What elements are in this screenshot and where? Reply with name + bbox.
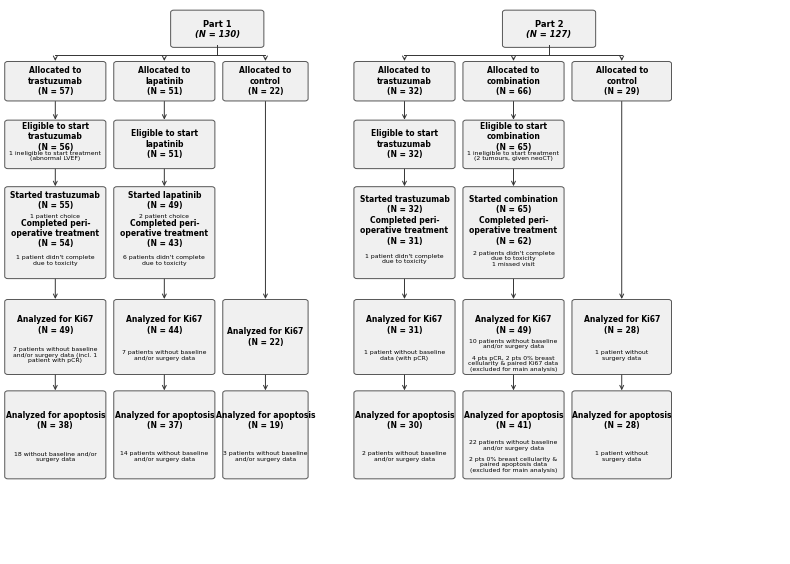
FancyBboxPatch shape <box>572 299 672 374</box>
FancyBboxPatch shape <box>5 187 106 279</box>
Text: Analyzed for apoptosis
(N = 30): Analyzed for apoptosis (N = 30) <box>355 411 454 430</box>
FancyBboxPatch shape <box>5 391 106 479</box>
FancyBboxPatch shape <box>572 61 672 101</box>
Text: Analyzed for apoptosis
(N = 38): Analyzed for apoptosis (N = 38) <box>6 411 105 430</box>
Text: 2 patients without baseline
and/or surgery data: 2 patients without baseline and/or surge… <box>363 451 446 462</box>
FancyBboxPatch shape <box>114 187 215 279</box>
Text: Completed peri-
operative treatment
(N = 54): Completed peri- operative treatment (N =… <box>11 219 100 248</box>
Text: 1 ineligible to start treatment
(2 tumours, given neoCT): 1 ineligible to start treatment (2 tumou… <box>468 151 559 161</box>
Text: 7 patients without baseline
and/or surgery data: 7 patients without baseline and/or surge… <box>122 350 206 360</box>
FancyBboxPatch shape <box>114 299 215 374</box>
Text: Analyzed for Ki67
(N = 49): Analyzed for Ki67 (N = 49) <box>17 315 93 334</box>
Text: Allocated to
lapatinib
(N = 51): Allocated to lapatinib (N = 51) <box>138 67 190 96</box>
Text: Analyzed for Ki67
(N = 49): Analyzed for Ki67 (N = 49) <box>476 315 551 334</box>
Text: 7 patients without baseline
and/or surgery data (incl. 1
patient with pCR): 7 patients without baseline and/or surge… <box>13 347 97 363</box>
Text: Started trastuzumab
(N = 32): Started trastuzumab (N = 32) <box>359 195 450 214</box>
Text: Eligible to start
lapatinib
(N = 51): Eligible to start lapatinib (N = 51) <box>131 130 198 159</box>
FancyBboxPatch shape <box>223 391 308 479</box>
FancyBboxPatch shape <box>354 299 455 374</box>
FancyBboxPatch shape <box>114 120 215 169</box>
FancyBboxPatch shape <box>5 299 106 374</box>
FancyBboxPatch shape <box>572 391 672 479</box>
Text: 1 patient choice: 1 patient choice <box>30 214 81 219</box>
FancyBboxPatch shape <box>5 120 106 169</box>
Text: Analyzed for apoptosis
(N = 28): Analyzed for apoptosis (N = 28) <box>572 411 672 430</box>
Text: Analyzed for Ki67
(N = 22): Analyzed for Ki67 (N = 22) <box>228 327 303 347</box>
Text: Allocated to
trastuzumab
(N = 32): Allocated to trastuzumab (N = 32) <box>377 67 432 96</box>
Text: Part 1: Part 1 <box>203 20 231 29</box>
FancyBboxPatch shape <box>354 391 455 479</box>
FancyBboxPatch shape <box>463 391 564 479</box>
Text: 22 patients without baseline
and/or surgery data

2 pts 0% breast cellularity &
: 22 patients without baseline and/or surg… <box>469 440 558 473</box>
FancyBboxPatch shape <box>354 61 455 101</box>
FancyBboxPatch shape <box>354 120 455 169</box>
FancyBboxPatch shape <box>223 61 308 101</box>
Text: Started lapatinib
(N = 49): Started lapatinib (N = 49) <box>127 191 201 210</box>
FancyBboxPatch shape <box>463 61 564 101</box>
FancyBboxPatch shape <box>223 299 308 374</box>
Text: 1 patient without
surgery data: 1 patient without surgery data <box>595 350 649 360</box>
Text: Completed peri-
operative treatment
(N = 43): Completed peri- operative treatment (N =… <box>120 219 209 248</box>
Text: 1 patient didn't complete
due to toxicity: 1 patient didn't complete due to toxicit… <box>16 255 95 266</box>
Text: Analyzed for Ki67
(N = 44): Analyzed for Ki67 (N = 44) <box>126 315 202 334</box>
Text: Started trastuzumab
(N = 55): Started trastuzumab (N = 55) <box>10 191 100 210</box>
FancyBboxPatch shape <box>463 299 564 374</box>
Text: Part 2: Part 2 <box>535 20 563 29</box>
Text: 14 patients without baseline
and/or surgery data: 14 patients without baseline and/or surg… <box>120 451 209 462</box>
FancyBboxPatch shape <box>463 120 564 169</box>
Text: 1 patient without baseline
data (with pCR): 1 patient without baseline data (with pC… <box>364 350 445 360</box>
Text: Analyzed for Ki67
(N = 28): Analyzed for Ki67 (N = 28) <box>584 315 660 334</box>
Text: 10 patients without baseline
and/or surgery data

4 pts pCR, 2 pts 0% breast
cel: 10 patients without baseline and/or surg… <box>468 339 559 372</box>
Text: (N = 127): (N = 127) <box>526 30 572 39</box>
Text: Analyzed for apoptosis
(N = 19): Analyzed for apoptosis (N = 19) <box>216 411 315 430</box>
Text: 1 patient didn't complete
due to toxicity: 1 patient didn't complete due to toxicit… <box>365 254 444 264</box>
Text: 18 without baseline and/or
surgery data: 18 without baseline and/or surgery data <box>14 451 96 462</box>
Text: 1 ineligible to start treatment
(abnormal LVEF): 1 ineligible to start treatment (abnorma… <box>9 151 101 161</box>
Text: Eligible to start
combination
(N = 65): Eligible to start combination (N = 65) <box>480 122 547 152</box>
Text: Allocated to
trastuzumab
(N = 57): Allocated to trastuzumab (N = 57) <box>28 67 83 96</box>
Text: (N = 130): (N = 130) <box>194 30 240 39</box>
Text: Eligible to start
trastuzumab
(N = 56): Eligible to start trastuzumab (N = 56) <box>22 122 88 152</box>
Text: 2 patient choice: 2 patient choice <box>139 214 190 219</box>
Text: Eligible to start
trastuzumab
(N = 32): Eligible to start trastuzumab (N = 32) <box>371 130 438 159</box>
Text: Started combination
(N = 65): Started combination (N = 65) <box>469 195 558 214</box>
FancyBboxPatch shape <box>114 61 215 101</box>
Text: Analyzed for Ki67
(N = 31): Analyzed for Ki67 (N = 31) <box>367 315 442 334</box>
Text: Completed peri-
operative treatment
(N = 62): Completed peri- operative treatment (N =… <box>469 216 558 246</box>
Text: Analyzed for apoptosis
(N = 37): Analyzed for apoptosis (N = 37) <box>115 411 214 430</box>
Text: Completed peri-
operative treatment
(N = 31): Completed peri- operative treatment (N =… <box>360 216 449 246</box>
Text: 3 patients without baseline
and/or surgery data: 3 patients without baseline and/or surge… <box>224 451 307 462</box>
FancyBboxPatch shape <box>354 187 455 279</box>
Text: Allocated to
control
(N = 22): Allocated to control (N = 22) <box>239 67 292 96</box>
FancyBboxPatch shape <box>463 187 564 279</box>
Text: Allocated to
control
(N = 29): Allocated to control (N = 29) <box>596 67 648 96</box>
FancyBboxPatch shape <box>114 391 215 479</box>
Text: Analyzed for apoptosis
(N = 41): Analyzed for apoptosis (N = 41) <box>464 411 563 430</box>
Text: 2 patients didn't complete
due to toxicity
1 missed visit: 2 patients didn't complete due to toxici… <box>472 251 555 267</box>
FancyBboxPatch shape <box>502 10 596 47</box>
FancyBboxPatch shape <box>171 10 264 47</box>
Text: 6 patients didn't complete
due to toxicity: 6 patients didn't complete due to toxici… <box>123 255 205 266</box>
FancyBboxPatch shape <box>5 61 106 101</box>
Text: Allocated to
combination
(N = 66): Allocated to combination (N = 66) <box>487 67 540 96</box>
Text: 1 patient without
surgery data: 1 patient without surgery data <box>595 451 649 462</box>
